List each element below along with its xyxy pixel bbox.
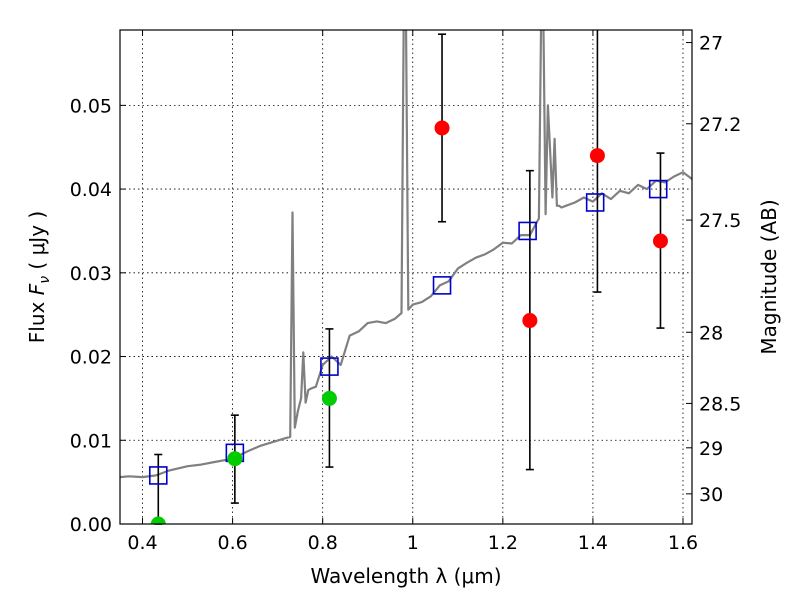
x-tick-label: 1.2 <box>488 532 518 554</box>
y-tick-label: 0.03 <box>70 263 112 285</box>
model-box <box>648 179 668 199</box>
model-box <box>518 221 537 241</box>
x-tick-label: 0.8 <box>308 532 338 554</box>
red-point <box>434 120 450 136</box>
model-box <box>320 357 339 376</box>
x-tick-label: 0.4 <box>127 532 157 554</box>
x-tick-label: 1 <box>407 532 419 554</box>
x-tick-label: 0.6 <box>217 532 247 554</box>
y2-tick-label: 30 <box>699 484 723 506</box>
green-point <box>321 390 337 406</box>
y2-tick-label: 27.5 <box>699 210 741 232</box>
model-box <box>585 193 605 212</box>
y2-tick-label: 28.5 <box>699 393 741 415</box>
green-point <box>150 516 166 524</box>
y-tick-label: 0.02 <box>70 347 112 369</box>
x-axis-label: Wavelength λ (μm) <box>310 564 501 588</box>
red-point <box>522 313 538 329</box>
y2-tick-label: 27 <box>699 33 723 55</box>
y-axis-label-subscript: ν <box>37 276 53 284</box>
y-axis-label-symbol: F <box>25 283 49 295</box>
plot-frame <box>119 29 693 525</box>
y-axis-label-suffix: ( μJy ) <box>25 211 49 276</box>
y-axis-label-prefix: Flux <box>25 295 49 343</box>
errorbars <box>154 30 665 525</box>
model-box <box>432 276 452 295</box>
y2-tick-label: 27.2 <box>699 114 741 136</box>
red-point <box>652 233 668 249</box>
observed-points <box>150 120 668 524</box>
y-tick-label: 0.00 <box>70 514 112 536</box>
x-tick-label: 1.4 <box>578 532 608 554</box>
y-tick-label: 0.01 <box>70 430 112 452</box>
y2-tick-label: 28 <box>699 322 723 344</box>
x-tick-label: 1.6 <box>668 532 698 554</box>
y-tick-label: 0.05 <box>70 95 112 117</box>
red-point <box>589 148 605 164</box>
model-boxes <box>148 179 668 485</box>
y2-axis-label: Magnitude (AB) <box>757 199 781 354</box>
spectrum-line <box>120 30 692 479</box>
axis-ticks: 0.4 0.6 0.8 1 1.2 1.4 1.6 0.00 0.01 0.02 0.03 0.04 0… <box>70 30 741 554</box>
model-box <box>148 466 168 485</box>
y2-tick-label: 29 <box>699 438 723 460</box>
y-axis-label: Flux Fν ( μJy ) <box>25 211 53 343</box>
y-tick-label: 0.04 <box>70 179 112 201</box>
spectrum-series <box>120 30 692 479</box>
green-point <box>227 451 243 467</box>
